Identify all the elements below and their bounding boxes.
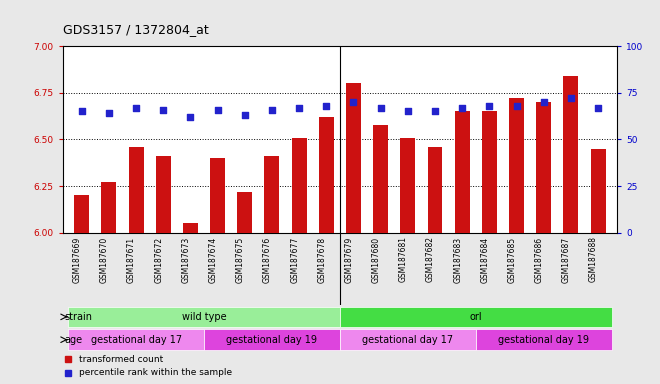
Bar	[591, 149, 606, 233]
Text: strain: strain	[64, 312, 92, 322]
Bar	[509, 98, 524, 233]
Bar	[455, 111, 470, 233]
Text: GSM187682: GSM187682	[426, 237, 435, 283]
Text: GSM187675: GSM187675	[236, 237, 245, 283]
Point	[185, 114, 196, 120]
Bar	[401, 137, 415, 233]
Bar	[292, 137, 307, 233]
Text: GSM187687: GSM187687	[562, 237, 571, 283]
Point	[376, 104, 386, 111]
Text: GSM187676: GSM187676	[263, 237, 272, 283]
Text: orl: orl	[469, 312, 482, 322]
Point	[213, 106, 223, 113]
Bar	[428, 147, 442, 233]
Bar	[129, 147, 144, 233]
Bar	[482, 111, 497, 233]
Text: GSM187673: GSM187673	[182, 237, 191, 283]
Bar	[156, 156, 171, 233]
Text: GSM187688: GSM187688	[589, 237, 598, 283]
Bar	[204, 329, 340, 350]
Text: GSM187680: GSM187680	[372, 237, 381, 283]
Bar	[537, 102, 551, 233]
Text: transformed count: transformed count	[79, 355, 164, 364]
Text: GSM187686: GSM187686	[535, 237, 544, 283]
Bar	[238, 192, 252, 233]
Point	[430, 108, 440, 114]
Point	[539, 99, 549, 105]
Bar	[346, 83, 361, 233]
Bar	[102, 182, 116, 233]
Bar	[68, 329, 204, 350]
Text: wild type: wild type	[182, 312, 226, 322]
Bar	[340, 306, 612, 327]
Text: GSM187671: GSM187671	[127, 237, 136, 283]
Text: gestational day 19: gestational day 19	[498, 335, 589, 345]
Text: GSM187672: GSM187672	[154, 237, 163, 283]
Point	[512, 103, 522, 109]
Point	[457, 104, 467, 111]
Point	[321, 103, 331, 109]
Text: GSM187679: GSM187679	[345, 237, 354, 283]
Bar	[265, 156, 279, 233]
Bar	[319, 117, 334, 233]
Point	[158, 106, 168, 113]
Text: GSM187681: GSM187681	[399, 237, 408, 283]
Text: gestational day 17: gestational day 17	[362, 335, 453, 345]
Text: GDS3157 / 1372804_at: GDS3157 / 1372804_at	[63, 23, 209, 36]
Text: GSM187683: GSM187683	[453, 237, 462, 283]
Bar	[340, 329, 476, 350]
Text: GSM187684: GSM187684	[480, 237, 489, 283]
Point	[348, 99, 359, 105]
Point	[566, 95, 576, 101]
Bar	[183, 223, 198, 233]
Bar	[68, 306, 340, 327]
Point	[294, 104, 304, 111]
Text: GSM187674: GSM187674	[209, 237, 218, 283]
Point	[484, 103, 494, 109]
Bar	[373, 124, 388, 233]
Text: gestational day 17: gestational day 17	[90, 335, 182, 345]
Text: GSM187669: GSM187669	[73, 237, 82, 283]
Point	[267, 106, 277, 113]
Point	[77, 108, 87, 114]
Text: GSM187677: GSM187677	[290, 237, 299, 283]
Text: age: age	[64, 335, 82, 345]
Text: gestational day 19: gestational day 19	[226, 335, 317, 345]
Text: GSM187670: GSM187670	[100, 237, 109, 283]
Text: percentile rank within the sample: percentile rank within the sample	[79, 368, 232, 377]
Point	[131, 104, 141, 111]
Point	[104, 110, 114, 116]
Text: GSM187678: GSM187678	[317, 237, 326, 283]
Point	[403, 108, 413, 114]
Text: GSM187685: GSM187685	[508, 237, 517, 283]
Bar	[210, 158, 225, 233]
Point	[593, 104, 603, 111]
Bar	[476, 329, 612, 350]
Point	[240, 112, 250, 118]
Bar	[564, 76, 578, 233]
Bar	[74, 195, 89, 233]
